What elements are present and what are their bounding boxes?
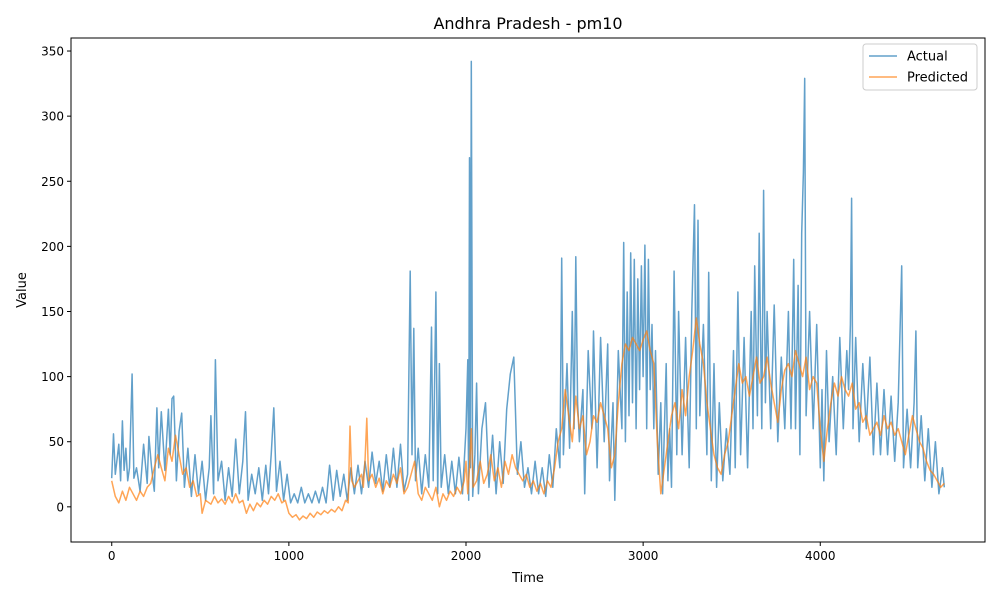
series-layer: [110, 60, 946, 521]
ticks-layer: 0 1000 2000 3000 4000 0 50 100 150 200 250 300 350: [41, 45, 835, 563]
y-axis-label: Value: [15, 272, 30, 308]
y-tick-label: 150: [41, 305, 64, 319]
x-tick-label: 0: [108, 549, 116, 563]
y-tick-label: 250: [41, 175, 64, 189]
series-line-predicted: [110, 317, 945, 521]
y-tick-label: 350: [41, 45, 64, 59]
legend-label-actual: Actual: [907, 50, 948, 65]
plot-frame: [70, 37, 986, 543]
x-tick-label: 2000: [451, 549, 482, 563]
y-tick-label: 0: [56, 500, 64, 514]
y-tick-label: 50: [49, 435, 64, 449]
legend: Actual Predicted: [862, 43, 978, 91]
x-axis-label: Time: [511, 571, 544, 586]
x-tick-label: 3000: [628, 549, 659, 563]
x-tick-label: 1000: [274, 549, 305, 563]
y-tick-label: 300: [41, 110, 64, 124]
chart-title: Andhra Pradesh - pm10: [433, 14, 622, 33]
legend-label-predicted: Predicted: [907, 71, 968, 86]
x-tick-label: 4000: [805, 549, 836, 563]
series-line-actual: [110, 60, 946, 504]
y-tick-label: 100: [41, 370, 64, 384]
y-tick-label: 200: [41, 240, 64, 254]
